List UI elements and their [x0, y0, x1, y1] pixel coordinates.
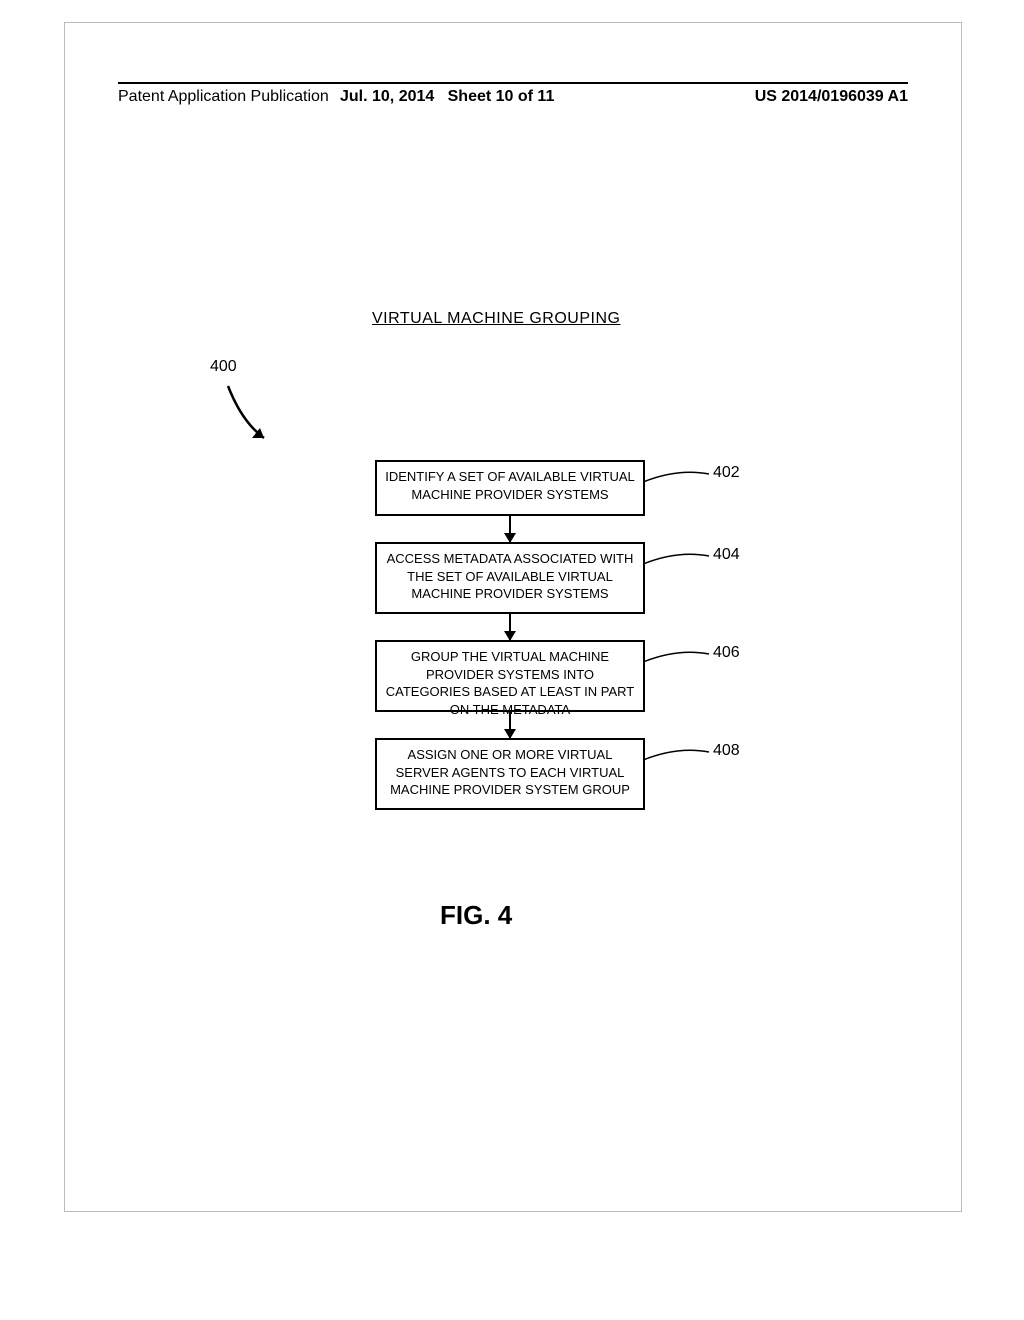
flow-step-2-text: ACCESS METADATA ASSOCIATED WITH THE SET …	[387, 551, 634, 601]
leader-line-icon	[643, 470, 713, 490]
leader-line-icon	[643, 552, 713, 572]
leader-line-icon	[643, 748, 713, 768]
flow-step-2: ACCESS METADATA ASSOCIATED WITH THE SET …	[375, 542, 645, 614]
reference-arrow-icon	[222, 382, 282, 457]
reference-numeral-step-3: 406	[713, 642, 740, 664]
patent-page: Patent Application Publication Jul. 10, …	[0, 0, 1024, 1320]
header-middle-text: Jul. 10, 2014 Sheet 10 of 11	[340, 88, 554, 106]
flowchart: IDENTIFY A SET OF AVAILABLE VIRTUAL MACH…	[300, 460, 720, 810]
flow-step-1: IDENTIFY A SET OF AVAILABLE VIRTUAL MACH…	[375, 460, 645, 516]
arrow-down-icon	[509, 614, 511, 640]
reference-numeral-step-1: 402	[713, 462, 740, 484]
diagram-title: VIRTUAL MACHINE GROUPING	[372, 310, 620, 328]
reference-numeral-step-2: 404	[713, 544, 740, 566]
flow-step-4-text: ASSIGN ONE OR MORE VIRTUAL SERVER AGENTS…	[390, 747, 630, 797]
reference-numeral-step-4: 408	[713, 740, 740, 762]
reference-numeral-main: 400	[210, 358, 237, 376]
flow-step-3: GROUP THE VIRTUAL MACHINE PROVIDER SYSTE…	[375, 640, 645, 712]
header-left-text: Patent Application Publication	[118, 88, 329, 106]
arrow-down-icon	[509, 516, 511, 542]
flow-step-1-text: IDENTIFY A SET OF AVAILABLE VIRTUAL MACH…	[385, 469, 635, 502]
header-right-text: US 2014/0196039 A1	[755, 88, 908, 106]
arrow-down-icon	[509, 712, 511, 738]
figure-caption: FIG. 4	[440, 900, 512, 931]
flow-step-3-text: GROUP THE VIRTUAL MACHINE PROVIDER SYSTE…	[386, 649, 635, 717]
header-rule	[118, 82, 908, 84]
flow-step-4: ASSIGN ONE OR MORE VIRTUAL SERVER AGENTS…	[375, 738, 645, 810]
leader-line-icon	[643, 650, 713, 670]
